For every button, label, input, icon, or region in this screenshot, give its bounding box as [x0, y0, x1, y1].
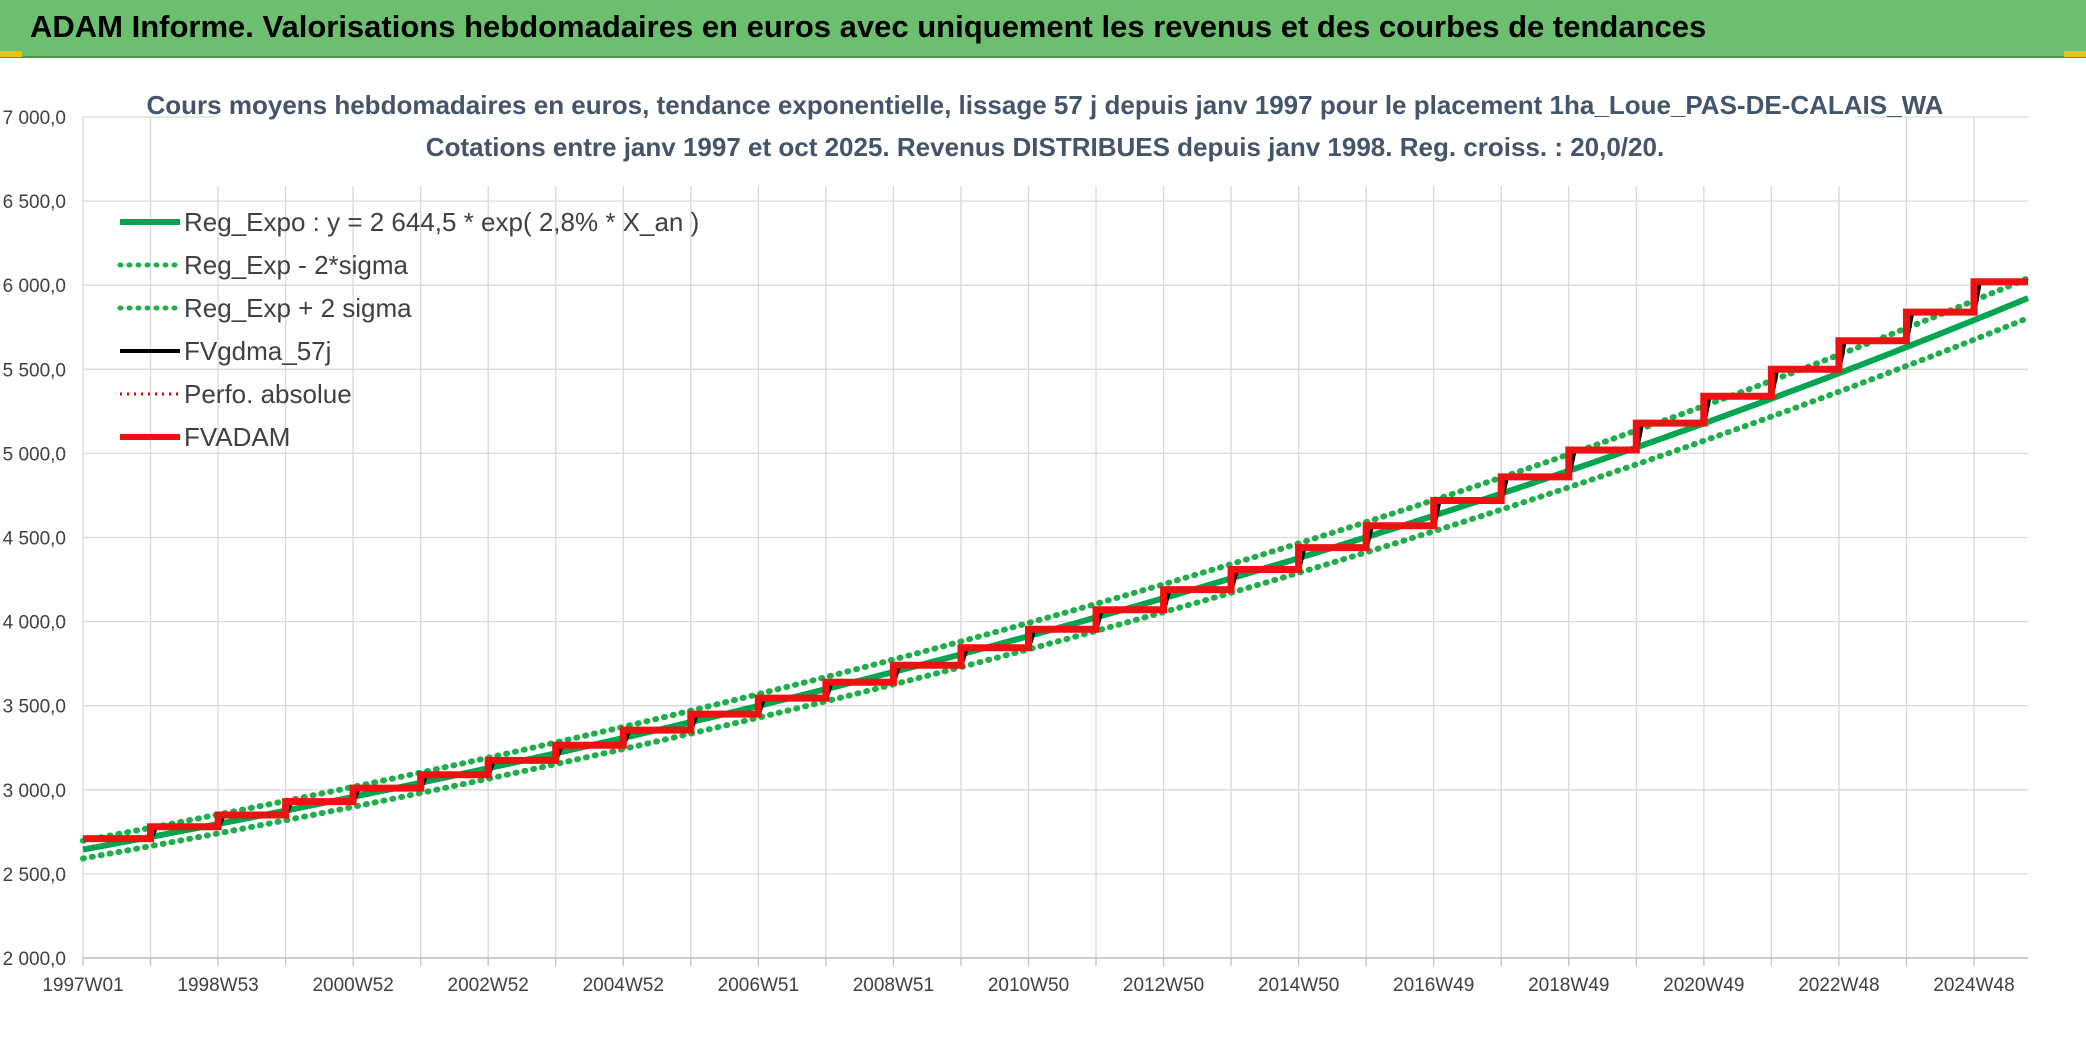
x-tick-label: 2004W52: [583, 975, 664, 996]
chart-legend: Reg_Expo : y = 2 644,5 * exp( 2,8% * X_a…: [117, 207, 699, 452]
chart-subtitle-line2: Cotations entre janv 1997 et oct 2025. R…: [426, 132, 1664, 162]
x-tick-label: 2020W49: [1663, 975, 1744, 996]
y-tick-label: 3 000,0: [3, 781, 66, 802]
corner-marker-left: [0, 51, 22, 57]
x-tick-label: 2008W51: [853, 975, 934, 996]
legend-label: Perfo. absolue: [184, 379, 352, 409]
x-tick-label: 2014W50: [1258, 975, 1339, 996]
report-title: ADAM Informe. Valorisations hebdomadaire…: [30, 9, 1707, 44]
y-tick-label: 5 500,0: [3, 360, 66, 381]
report-banner: ADAM Informe. Valorisations hebdomadaire…: [0, 0, 2086, 58]
y-tick-label: 3 500,0: [3, 697, 66, 718]
y-tick-label: 4 000,0: [3, 613, 66, 634]
x-tick-label: 2018W49: [1528, 975, 1609, 996]
y-tick-label: 7 000,0: [3, 108, 66, 129]
y-axis-ticks: 2 000,0 2 500,0 3 000,0 3 500,0 4 000,0 4 500…: [3, 108, 66, 970]
x-tick-label: 1997W01: [42, 975, 123, 996]
x-tick-label: 2016W49: [1393, 975, 1474, 996]
x-tick-label: 2022W48: [1798, 975, 1879, 996]
legend-label: Reg_Exp - 2*sigma: [184, 250, 409, 280]
x-tick-label: 2010W50: [988, 975, 1069, 996]
reg-exp-plus-2sigma-line: [80, 275, 2031, 844]
valuation-chart: 2 000,0 2 500,0 3 000,0 3 500,0 4 000,0 4 500…: [3, 86, 2031, 996]
y-tick-label: 5 000,0: [3, 444, 66, 465]
y-tick-label: 2 500,0: [3, 865, 66, 886]
legend-label: Reg_Exp + 2 sigma: [184, 293, 412, 323]
x-tick-label: 2006W51: [718, 975, 799, 996]
fvadam-line: [83, 278, 2028, 843]
x-tick-label: 2002W52: [448, 975, 529, 996]
corner-marker-right: [2064, 51, 2086, 57]
chart-grid: [82, 116, 2028, 966]
x-tick-label: 1998W53: [177, 975, 258, 996]
y-tick-label: 6 000,0: [3, 276, 66, 297]
x-axis-ticks: 1997W01 1998W53 2000W52 2002W52 2004W52 2006W…: [42, 975, 2014, 996]
y-tick-label: 4 500,0: [3, 529, 66, 550]
legend-label: Reg_Expo : y = 2 644,5 * exp( 2,8% * X_a…: [184, 207, 699, 237]
y-tick-label: 6 500,0: [3, 192, 66, 213]
chart-area: 2 000,0 2 500,0 3 000,0 3 500,0 4 000,0 4 500…: [0, 58, 2086, 1037]
y-tick-label: 2 000,0: [3, 949, 66, 970]
chart-title-line1: Cours moyens hebdomadaires en euros, ten…: [147, 90, 1944, 120]
fvgdma-57j-line: [83, 279, 2028, 842]
legend-label: FVgdma_57j: [184, 336, 331, 366]
chart-series: [80, 275, 2031, 862]
x-tick-label: 2000W52: [312, 975, 393, 996]
reg-expo-line: [82, 295, 2030, 853]
title-background: [215, 86, 1855, 186]
reg-exp-minus-2sigma-line: [80, 315, 2031, 862]
x-tick-label: 2012W50: [1123, 975, 1204, 996]
perfo-absolue-line: [83, 280, 2028, 841]
x-tick-label: 2024W48: [1933, 975, 2014, 996]
legend-label: FVADAM: [184, 422, 290, 452]
